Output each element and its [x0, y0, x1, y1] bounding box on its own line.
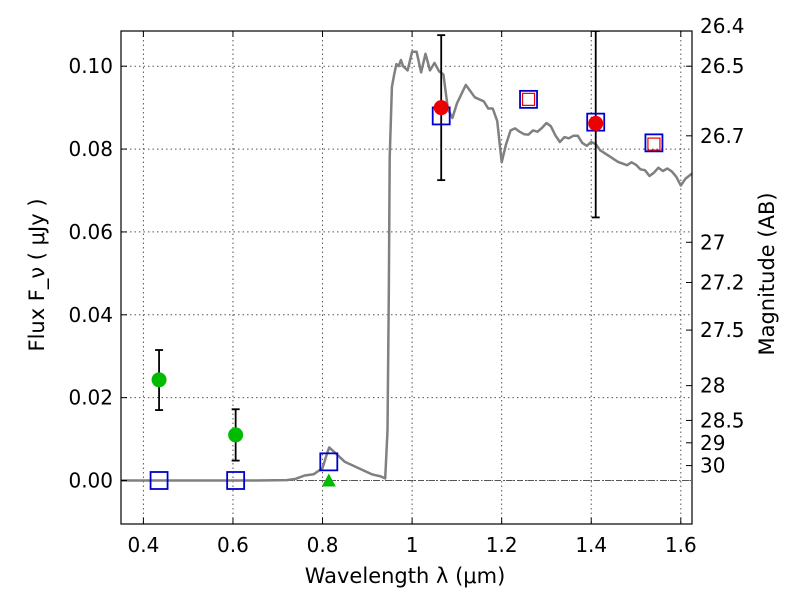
sed-model-line [121, 50, 692, 482]
y-axis-label-right: Magnitude (AB) [755, 192, 779, 355]
mag-tick-label: 27.5 [700, 318, 745, 342]
y-tick-label: 0.02 [68, 386, 113, 410]
green-data-point [228, 427, 244, 443]
model-flux-square [149, 471, 169, 490]
mag-tick-label: 26.5 [700, 54, 745, 78]
mag-tick-label: 27.2 [700, 270, 745, 294]
axes: 0.4 0.6 0.8 1 1.2 1.4 1.6 0.00 0.02 0.04 0.06 0.08 0… [68, 14, 744, 557]
model-flux-square [644, 133, 664, 153]
x-tick-label: 0.6 [217, 533, 249, 557]
green-data-point [151, 372, 167, 388]
upper-limit-triangle [321, 473, 336, 487]
small-red-square [521, 92, 536, 106]
y-axis-label: Flux F_ν ( μJy ) [25, 198, 50, 351]
plot-frame [120, 30, 693, 525]
model-flux-square [226, 471, 246, 490]
x-tick-label: 1.2 [486, 533, 518, 557]
plot-area [121, 31, 692, 490]
x-tick-label: 1.4 [575, 533, 607, 557]
mag-tick-label: 26.7 [700, 124, 745, 148]
y-tick-label: 0.10 [68, 54, 113, 78]
mag-tick-label: 26.4 [700, 14, 745, 38]
red-data-point [588, 115, 604, 131]
mag-tick-label: 29 [700, 431, 725, 455]
mag-tick-label: 27 [700, 230, 725, 254]
x-tick-label: 1.6 [665, 533, 697, 557]
x-tick-label: 1 [406, 533, 419, 557]
y-tick-label: 0.00 [68, 469, 113, 493]
mag-tick-label: 28.5 [700, 408, 745, 432]
red-data-point [433, 100, 449, 116]
mag-tick-label: 28 [700, 374, 725, 398]
y-tick-label: 0.04 [68, 303, 113, 327]
model-flux-square [519, 89, 538, 109]
grid-lines [121, 31, 692, 524]
y-tick-label: 0.06 [68, 220, 113, 244]
y-tick-label: 0.08 [68, 137, 113, 161]
x-axis-label: Wavelength λ (μm) [305, 564, 506, 588]
small-red-square [647, 137, 661, 151]
x-tick-label: 0.8 [307, 533, 339, 557]
model-flux-square [319, 452, 339, 472]
mag-tick-label: 30 [700, 454, 725, 478]
x-tick-label: 0.4 [127, 533, 159, 557]
